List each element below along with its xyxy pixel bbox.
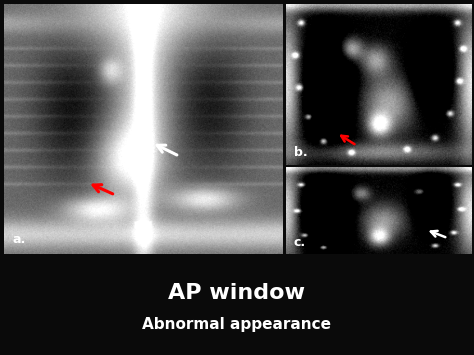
Text: AP window: AP window (168, 283, 306, 303)
Text: c.: c. (294, 236, 306, 248)
Text: Abnormal appearance: Abnormal appearance (143, 317, 331, 332)
Text: b.: b. (294, 146, 307, 159)
Text: a.: a. (12, 233, 26, 246)
